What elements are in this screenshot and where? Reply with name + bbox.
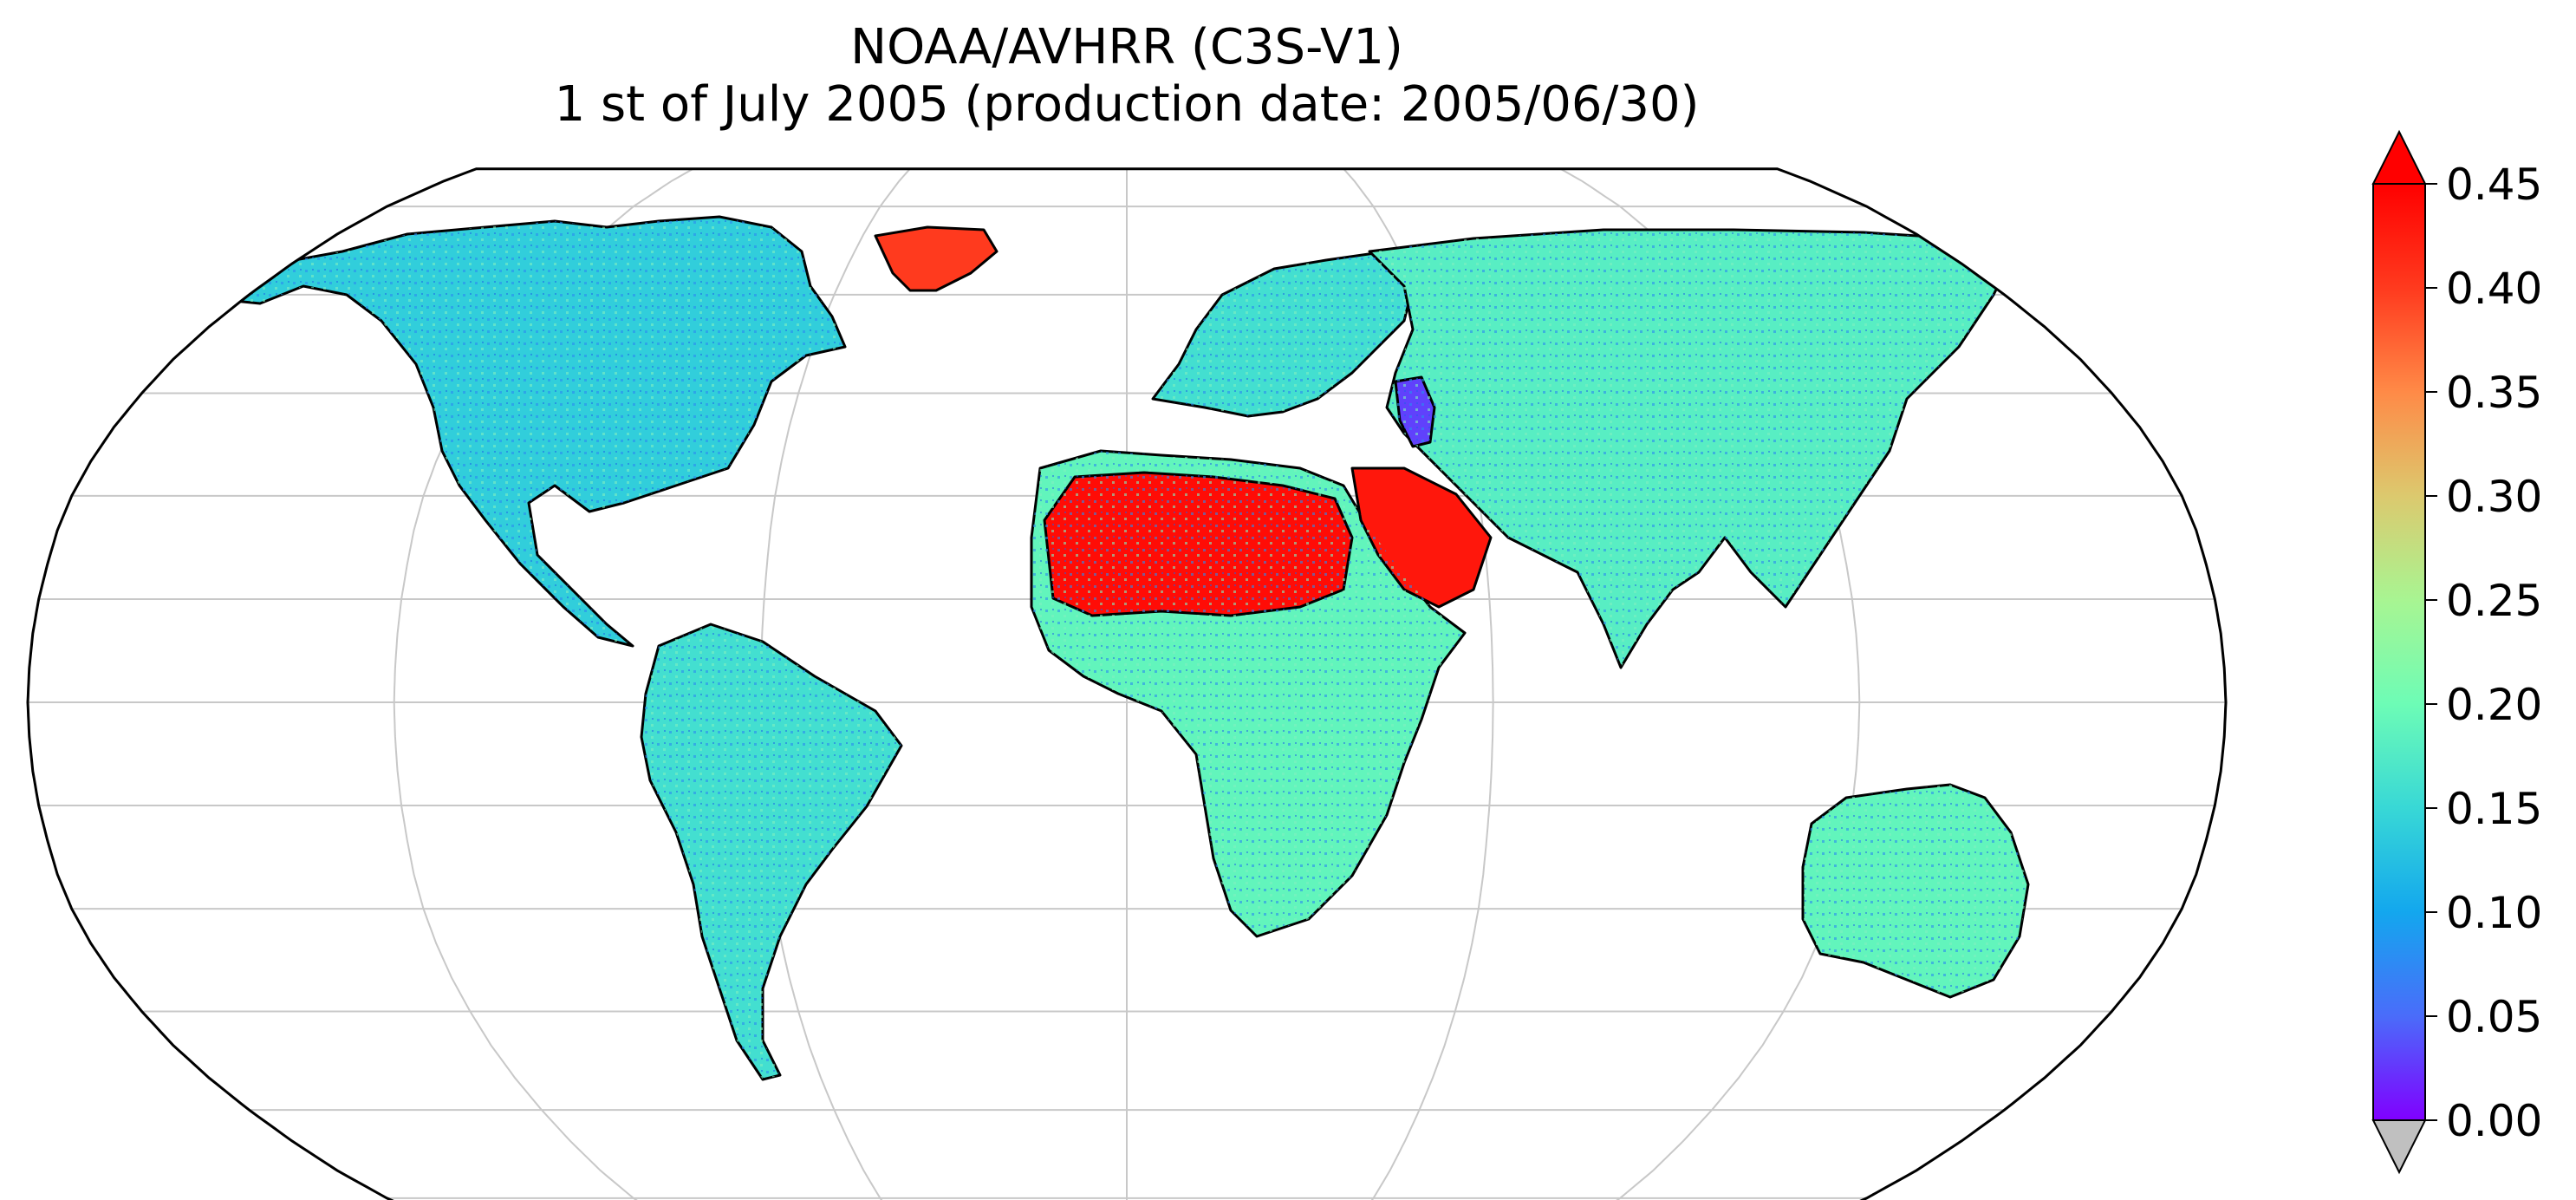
title-line-2: 1 st of July 2005 (production date: 2005… — [554, 76, 1700, 133]
map-title: NOAA/AVHRR (C3S-V1) 1 st of July 2005 (p… — [0, 19, 2254, 134]
region-texture — [1803, 785, 2028, 997]
region-texture — [217, 217, 845, 646]
region-texture — [1031, 451, 1465, 936]
colorbar-tick-label: 0.25 — [2446, 576, 2542, 626]
colorbar-gradient — [2372, 183, 2426, 1121]
colorbar-tick-label: 0.40 — [2446, 264, 2542, 314]
region-texture — [1153, 251, 1413, 416]
colorbar-tick-label: 0.20 — [2446, 680, 2542, 730]
colorbar-tick-label: 0.15 — [2446, 784, 2542, 834]
colorbar-tick-label: 0.35 — [2446, 368, 2542, 418]
colorbar-tick-label: 0.00 — [2446, 1096, 2542, 1146]
colorbar-tick-label: 0.45 — [2446, 160, 2542, 210]
region-texture — [1369, 230, 2011, 668]
colorbar-tick-label: 0.10 — [2446, 888, 2542, 938]
globe-outline — [26, 167, 2228, 1200]
colorbar-over-arrow — [2371, 129, 2427, 185]
colorbar-tick-label: 0.05 — [2446, 992, 2542, 1042]
region-texture — [641, 624, 901, 1079]
colorbar-tick-label: 0.30 — [2446, 472, 2542, 522]
land-regions — [215, 215, 2030, 1081]
title-line-1: NOAA/AVHRR (C3S-V1) — [850, 19, 1403, 75]
region-greenland — [874, 225, 999, 292]
colorbar-under-arrow — [2371, 1119, 2427, 1175]
